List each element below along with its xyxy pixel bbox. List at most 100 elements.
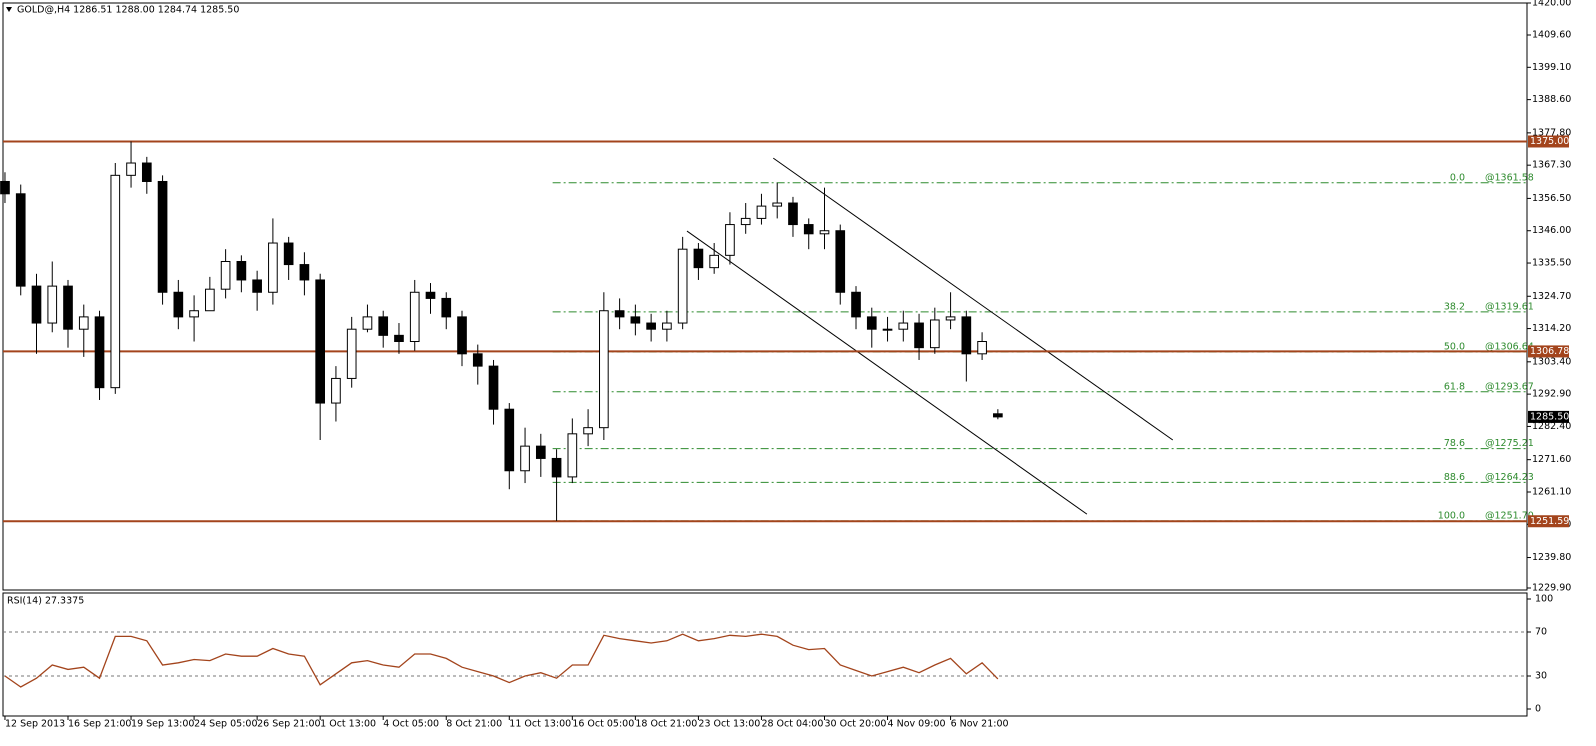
x-tick-label: 26 Sep 21:00 [257,719,320,730]
candle-body [126,162,136,176]
candle-body [78,316,89,330]
x-tick-label: 16 Oct 05:00 [572,719,634,730]
y-tick-label: 1303.40 [1532,356,1571,367]
candle-body [851,291,861,318]
candle-body [409,291,420,343]
candle-body [362,316,373,330]
candle-body [993,413,1003,418]
candle-body [583,427,593,435]
candle-body [47,285,58,324]
h-line-box [1528,345,1569,358]
candle-body [15,193,26,287]
candle-body [756,205,767,219]
candle-body [315,279,326,404]
candle-body [803,224,814,235]
candle-body [472,353,483,367]
rsi-y-tick-label: 100 [1535,594,1553,605]
candle-body [268,242,278,293]
fib-label: @1275.21 [1485,438,1534,449]
candle-body [772,202,783,207]
y-tick-label: 1356.50 [1532,193,1571,204]
trend-line [686,230,1088,515]
candle-body [457,316,467,355]
x-tick-label: 4 Nov 09:00 [888,719,946,730]
h-line-label: 1375.00 [1530,136,1569,147]
candle-body [551,457,562,478]
fib-label: @1306.64 [1485,341,1534,352]
candle-body [299,264,310,281]
candle-body [819,230,830,235]
y-tick-label: 1324.70 [1532,291,1571,302]
candle-body [788,202,798,226]
x-tick-label: 24 Sep 05:00 [194,719,257,730]
rsi-y-tick-label: 70 [1535,627,1547,638]
candle-body [567,433,578,478]
candle-body [283,242,294,266]
candle-body [709,254,720,269]
current-price-label: 1285.50 [1530,411,1569,422]
y-tick-label: 1399.10 [1532,62,1571,73]
candle-body [236,260,247,281]
y-tick-label: 1314.20 [1532,323,1571,334]
candle-body [693,248,704,269]
candle-body [394,334,404,343]
fib-label: @1264.23 [1485,472,1534,483]
y-tick-label: 1335.50 [1532,258,1571,269]
y-tick-label: 1346.00 [1532,225,1571,236]
y-tick-label: 1409.60 [1532,30,1571,41]
x-tick-label: 1 Oct 13:00 [320,719,376,730]
x-tick-label: 16 Sep 21:00 [68,719,131,730]
fib-ratio: 100.0 [1438,510,1465,521]
candle-body [110,174,121,389]
candle-body [441,297,452,318]
candle-body [141,162,152,182]
y-tick-label: 1367.30 [1532,160,1571,171]
candle-body [31,285,42,324]
candle-body [614,310,625,318]
fib-ratio: 50.0 [1444,341,1465,352]
candle-body [725,224,735,256]
x-tick-label: 11 Oct 13:00 [509,719,571,730]
candle-body [252,279,262,293]
candle-body [220,260,231,290]
h-line-label: 1251.59 [1530,516,1569,527]
candle-body [535,445,546,459]
candle-body [378,316,389,336]
fib-ratio: 38.2 [1444,301,1465,312]
plot-layer: 1420.00 1409.60 1399.10 1388.60 1377.80 1367.… [0,0,1571,730]
candle-body [961,316,972,355]
fib-label: @1251.70 [1485,510,1534,521]
candle-body [157,180,168,293]
h-line-label: 1306.78 [1530,346,1569,357]
y-tick-label: 1292.90 [1532,389,1571,400]
rsi-y-tick-label: 30 [1535,671,1547,682]
y-tick-label: 1388.60 [1532,94,1571,105]
candle-body [646,322,656,330]
candle-body [677,248,688,324]
candle-body [520,445,530,472]
candle-body [945,316,956,321]
y-tick-label: 1229.90 [1532,583,1571,594]
x-tick-label: 6 Nov 21:00 [951,719,1009,730]
y-tick-label: 1239.80 [1532,552,1571,563]
fib-label: @1293.67 [1485,381,1534,392]
h-line-box [1528,515,1569,528]
candle-body [929,319,940,349]
x-tick-label: 12 Sep 2013 [5,719,65,730]
candle-body [866,316,877,330]
menu-arrow[interactable] [6,7,12,12]
y-tick-label: 1282.40 [1532,421,1571,432]
y-tick-label: 1377.80 [1532,127,1571,138]
candle-body [599,310,609,429]
candle-body [835,230,846,293]
x-tick-label: 23 Oct 13:00 [698,719,760,730]
current-price-box [1528,410,1569,423]
candle-body [662,322,672,330]
trend-line [772,157,1174,441]
candle-body [63,285,73,330]
fib-ratio: 61.8 [1444,381,1465,392]
rsi-panel [2,592,1528,717]
